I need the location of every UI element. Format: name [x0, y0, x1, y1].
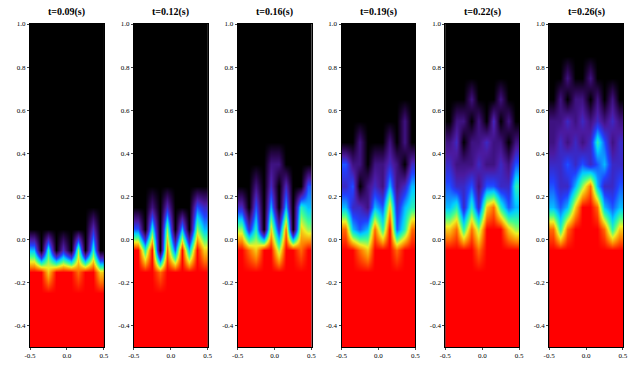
- svg-text:0.2: 0.2: [225, 193, 234, 201]
- svg-text:1.0: 1.0: [328, 20, 337, 28]
- svg-text:0.6: 0.6: [225, 107, 234, 115]
- svg-text:-0.5: -0.5: [336, 352, 348, 360]
- svg-text:-0.5: -0.5: [544, 352, 556, 360]
- svg-text:0.4: 0.4: [328, 150, 337, 158]
- svg-text:0.5: 0.5: [515, 352, 524, 360]
- svg-text:0.0: 0.0: [63, 352, 72, 360]
- svg-text:0.0: 0.0: [432, 236, 441, 244]
- svg-text:0.4: 0.4: [225, 150, 234, 158]
- svg-text:0.2: 0.2: [17, 193, 26, 201]
- svg-text:0.8: 0.8: [225, 64, 234, 72]
- svg-text:-0.4: -0.4: [222, 322, 234, 330]
- svg-text:-0.4: -0.4: [326, 322, 338, 330]
- svg-text:t=0.16(s): t=0.16(s): [256, 6, 293, 18]
- svg-text:t=0.22(s): t=0.22(s): [464, 6, 501, 18]
- svg-text:0.0: 0.0: [374, 352, 383, 360]
- svg-text:0.6: 0.6: [328, 107, 337, 115]
- svg-text:1.0: 1.0: [17, 20, 26, 28]
- svg-text:0.2: 0.2: [121, 193, 130, 201]
- svg-text:0.0: 0.0: [582, 352, 591, 360]
- svg-text:-0.2: -0.2: [326, 279, 338, 287]
- svg-text:0.2: 0.2: [328, 193, 337, 201]
- svg-text:-0.2: -0.2: [222, 279, 234, 287]
- svg-text:t=0.12(s): t=0.12(s): [152, 6, 189, 18]
- svg-text:0.6: 0.6: [121, 107, 130, 115]
- svg-text:0.5: 0.5: [411, 352, 420, 360]
- svg-text:0.0: 0.0: [121, 236, 130, 244]
- svg-text:0.6: 0.6: [432, 107, 441, 115]
- svg-text:0.0: 0.0: [17, 236, 26, 244]
- svg-text:0.0: 0.0: [328, 236, 337, 244]
- svg-text:-0.5: -0.5: [24, 352, 36, 360]
- svg-text:0.4: 0.4: [536, 150, 545, 158]
- svg-text:-0.4: -0.4: [430, 322, 442, 330]
- svg-text:0.8: 0.8: [121, 64, 130, 72]
- svg-text:0.6: 0.6: [536, 107, 545, 115]
- svg-text:0.0: 0.0: [225, 236, 234, 244]
- svg-text:-0.2: -0.2: [15, 279, 27, 287]
- svg-text:-0.2: -0.2: [118, 279, 130, 287]
- svg-text:t=0.09(s): t=0.09(s): [48, 6, 85, 18]
- svg-text:0.5: 0.5: [307, 352, 316, 360]
- svg-text:0.2: 0.2: [432, 193, 441, 201]
- svg-text:-0.4: -0.4: [534, 322, 546, 330]
- svg-text:-0.2: -0.2: [430, 279, 442, 287]
- svg-text:0.0: 0.0: [536, 236, 545, 244]
- svg-text:-0.5: -0.5: [440, 352, 452, 360]
- svg-text:-0.5: -0.5: [232, 352, 244, 360]
- svg-text:1.0: 1.0: [536, 20, 545, 28]
- svg-text:0.0: 0.0: [478, 352, 487, 360]
- svg-text:-0.2: -0.2: [534, 279, 546, 287]
- svg-text:0.4: 0.4: [17, 150, 26, 158]
- svg-text:0.5: 0.5: [619, 352, 628, 360]
- svg-text:1.0: 1.0: [432, 20, 441, 28]
- svg-text:0.2: 0.2: [536, 193, 545, 201]
- svg-text:-0.5: -0.5: [128, 352, 140, 360]
- svg-text:0.4: 0.4: [121, 150, 130, 158]
- svg-text:-0.4: -0.4: [15, 322, 27, 330]
- svg-text:0.8: 0.8: [432, 64, 441, 72]
- svg-text:0.5: 0.5: [99, 352, 108, 360]
- svg-text:0.8: 0.8: [328, 64, 337, 72]
- svg-text:0.4: 0.4: [432, 150, 441, 158]
- svg-text:-0.4: -0.4: [118, 322, 130, 330]
- svg-text:0.0: 0.0: [166, 352, 175, 360]
- svg-text:t=0.19(s): t=0.19(s): [360, 6, 397, 18]
- svg-text:t=0.26(s): t=0.26(s): [568, 6, 605, 18]
- svg-text:1.0: 1.0: [121, 20, 130, 28]
- svg-text:0.5: 0.5: [203, 352, 212, 360]
- svg-text:0.8: 0.8: [536, 64, 545, 72]
- svg-text:0.6: 0.6: [17, 107, 26, 115]
- svg-text:0.0: 0.0: [270, 352, 279, 360]
- svg-text:1.0: 1.0: [225, 20, 234, 28]
- svg-text:0.8: 0.8: [17, 64, 26, 72]
